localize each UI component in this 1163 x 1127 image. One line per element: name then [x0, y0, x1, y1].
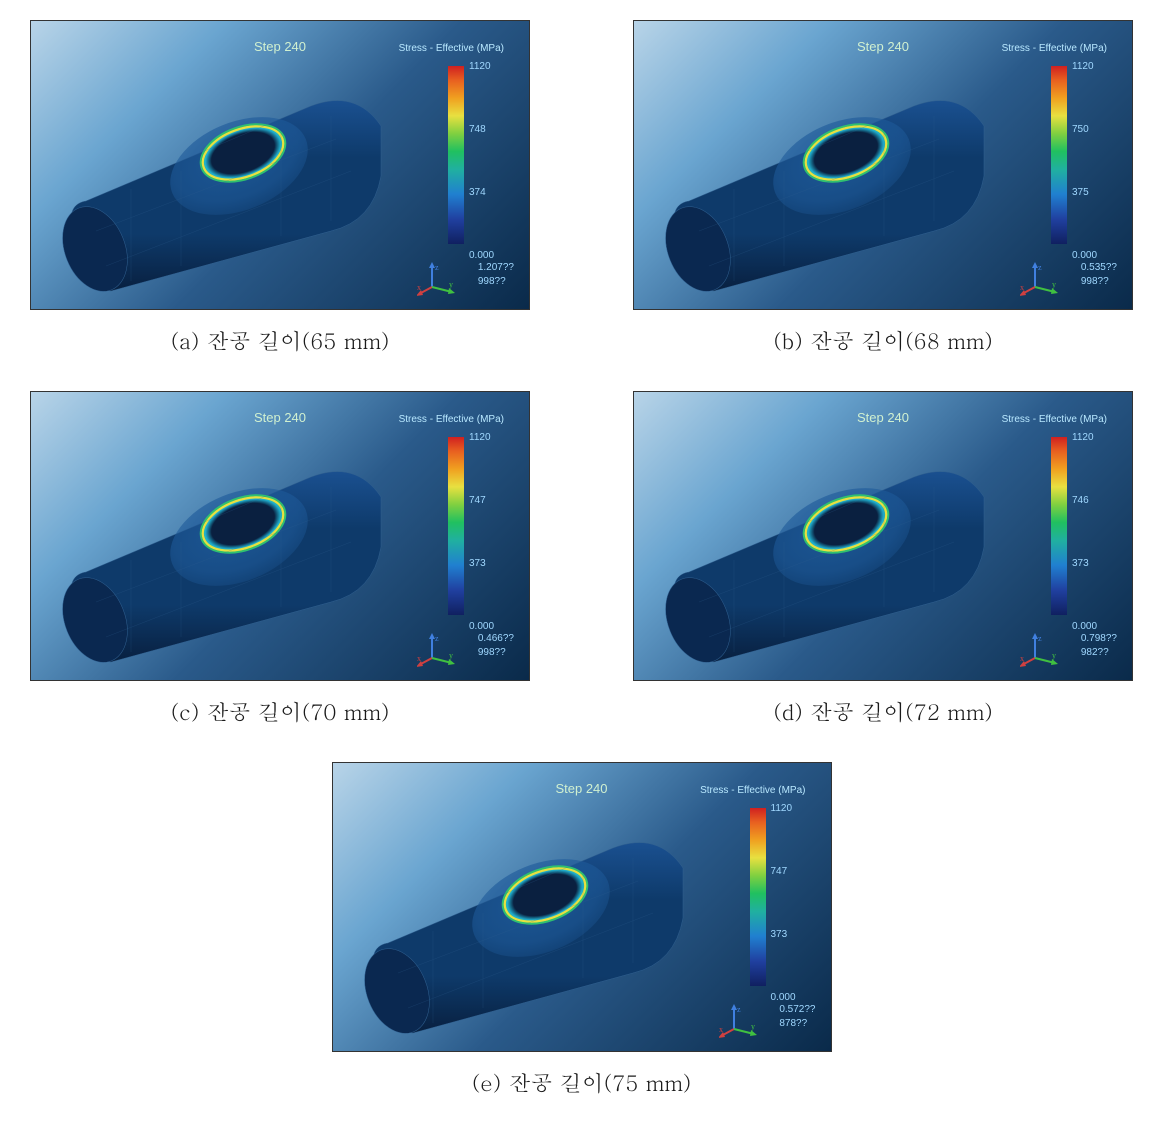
svg-text:y: y [1052, 651, 1056, 660]
row-2: Step 240 Stress - Effective (MPa) 1120 747 3… [30, 391, 1133, 727]
legend-tick: 747 [771, 866, 816, 877]
colorbar [448, 66, 464, 244]
legend-extra: 1.207?? 998?? [478, 262, 514, 287]
legend-extra-value: 0.798?? [1081, 633, 1117, 644]
panel-e: Step 240 Stress - Effective (MPa) 1120 747 3… [332, 762, 832, 1098]
colorbar [1051, 66, 1067, 244]
svg-text:z: z [1038, 263, 1042, 272]
svg-text:z: z [435, 263, 439, 272]
legend-tick: 748 [469, 124, 514, 135]
step-label: Step 240 [555, 781, 607, 796]
legend-title: Stress - Effective (MPa) [399, 43, 504, 54]
cylinder-render [654, 452, 1034, 672]
step-label: Step 240 [857, 410, 909, 425]
cylinder-viewport [654, 452, 1034, 672]
colorbar [750, 808, 766, 986]
legend-title: Stress - Effective (MPa) [1002, 43, 1107, 54]
legend-tick: 0.000 [1072, 621, 1117, 632]
legend-tick: 0.000 [469, 621, 514, 632]
svg-text:z: z [435, 634, 439, 643]
legend-tick: 750 [1072, 124, 1117, 135]
row-3: Step 240 Stress - Effective (MPa) 1120 747 3… [30, 762, 1133, 1098]
cylinder-render [654, 81, 1034, 301]
legend-labels: 1120 748 374 0.000 [469, 61, 514, 261]
svg-text:y: y [449, 280, 453, 289]
legend-title: Stress - Effective (MPa) [399, 414, 504, 425]
colorbar [448, 437, 464, 615]
legend-extra-value: 0.535?? [1081, 262, 1117, 273]
simulation-frame: Step 240 Stress - Effective (MPa) 1120 746 3… [633, 391, 1133, 681]
svg-text:z: z [737, 1005, 741, 1014]
legend-extra-value: 1.207?? [478, 262, 514, 273]
legend-extra-value: 982?? [1081, 647, 1117, 658]
legend-tick: 1120 [469, 432, 514, 443]
colorbar [1051, 437, 1067, 615]
legend-labels: 1120 750 375 0.000 [1072, 61, 1117, 261]
step-label: Step 240 [254, 410, 306, 425]
svg-text:y: y [751, 1022, 755, 1031]
cylinder-render [51, 452, 431, 672]
panel-caption: (c) 잔공 길이(70 mm) [171, 696, 390, 727]
legend-extra: 0.798?? 982?? [1081, 633, 1117, 658]
legend-tick: 1120 [1072, 432, 1117, 443]
legend-extra-value: 998?? [478, 647, 514, 658]
figure-grid: Step 240 Stress - Effective (MPa) 1120 748 3… [30, 20, 1133, 1098]
legend-extra-value: 0.466?? [478, 633, 514, 644]
simulation-frame: Step 240 Stress - Effective (MPa) 1120 748 3… [30, 20, 530, 310]
legend-extra-value: 0.572?? [779, 1004, 815, 1015]
panel-caption: (d) 잔공 길이(72 mm) [773, 696, 992, 727]
simulation-frame: Step 240 Stress - Effective (MPa) 1120 747 3… [30, 391, 530, 681]
legend-tick: 0.000 [771, 992, 816, 1003]
step-label: Step 240 [254, 39, 306, 54]
legend-labels: 1120 747 373 0.000 [469, 432, 514, 632]
legend-tick: 0.000 [1072, 250, 1117, 261]
cylinder-viewport [51, 452, 431, 672]
svg-text:y: y [449, 651, 453, 660]
svg-text:z: z [1038, 634, 1042, 643]
row-1: Step 240 Stress - Effective (MPa) 1120 748 3… [30, 20, 1133, 356]
panel-d: Step 240 Stress - Effective (MPa) 1120 746 3… [633, 391, 1133, 727]
legend-extra: 0.535?? 998?? [1081, 262, 1117, 287]
panel-caption: (e) 잔공 길이(75 mm) [472, 1067, 691, 1098]
legend-tick: 374 [469, 187, 514, 198]
cylinder-viewport [654, 81, 1034, 301]
panel-a: Step 240 Stress - Effective (MPa) 1120 748 3… [30, 20, 530, 356]
panel-c: Step 240 Stress - Effective (MPa) 1120 747 3… [30, 391, 530, 727]
legend-extra-value: 998?? [1081, 276, 1117, 287]
cylinder-render [51, 81, 431, 301]
legend-tick: 373 [771, 929, 816, 940]
legend-extra-value: 998?? [478, 276, 514, 287]
legend-tick: 1120 [469, 61, 514, 72]
cylinder-render [353, 823, 733, 1043]
legend-tick: 1120 [771, 803, 816, 814]
legend-extra-value: 878?? [779, 1018, 815, 1029]
legend-extra: 0.466?? 998?? [478, 633, 514, 658]
legend-labels: 1120 746 373 0.000 [1072, 432, 1117, 632]
cylinder-viewport [51, 81, 431, 301]
simulation-frame: Step 240 Stress - Effective (MPa) 1120 747 3… [332, 762, 832, 1052]
legend-title: Stress - Effective (MPa) [700, 785, 805, 796]
legend-tick: 747 [469, 495, 514, 506]
cylinder-viewport [353, 823, 733, 1043]
legend-tick: 373 [469, 558, 514, 569]
simulation-frame: Step 240 Stress - Effective (MPa) 1120 750 3… [633, 20, 1133, 310]
legend-extra: 0.572?? 878?? [779, 1004, 815, 1029]
legend-tick: 373 [1072, 558, 1117, 569]
panel-caption: (b) 잔공 길이(68 mm) [773, 325, 992, 356]
legend-labels: 1120 747 373 0.000 [771, 803, 816, 1003]
legend-tick: 746 [1072, 495, 1117, 506]
legend-tick: 0.000 [469, 250, 514, 261]
svg-text:y: y [1052, 280, 1056, 289]
legend-tick: 375 [1072, 187, 1117, 198]
legend-tick: 1120 [1072, 61, 1117, 72]
legend-title: Stress - Effective (MPa) [1002, 414, 1107, 425]
panel-b: Step 240 Stress - Effective (MPa) 1120 750 3… [633, 20, 1133, 356]
panel-caption: (a) 잔공 길이(65 mm) [171, 325, 390, 356]
step-label: Step 240 [857, 39, 909, 54]
